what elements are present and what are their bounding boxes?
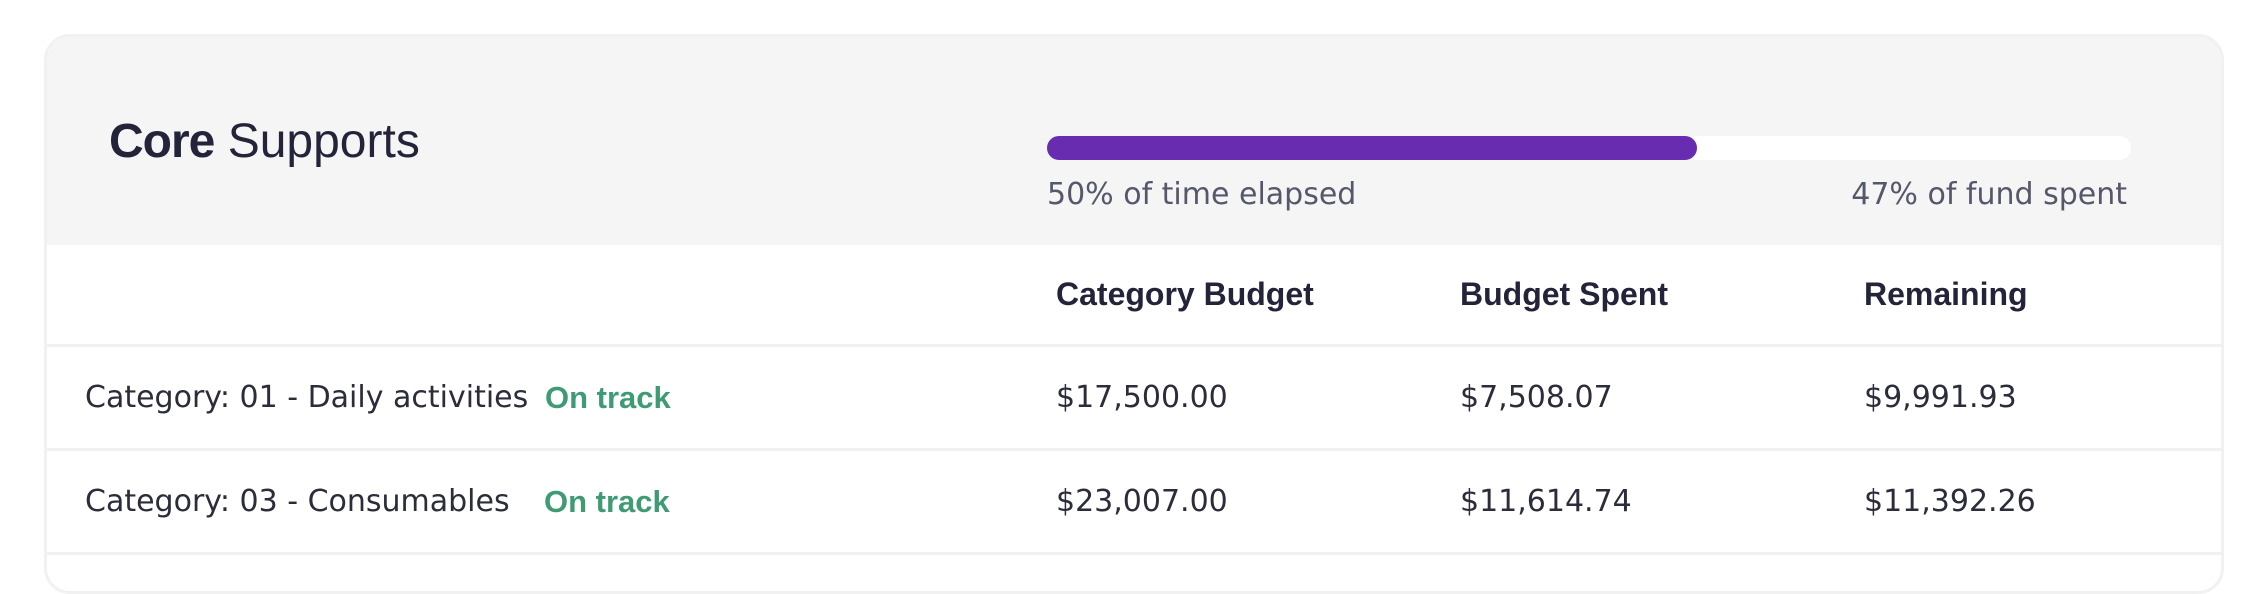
category-name: Category: 03 - Consumables xyxy=(85,484,510,519)
budget-spent-value: $7,508.07 xyxy=(1460,380,1613,415)
category-budget-value: $17,500.00 xyxy=(1056,380,1228,415)
core-supports-card: Core Supports 50% of time elapsed 47% of… xyxy=(44,34,2224,594)
budget-progress-fill xyxy=(1047,136,1698,160)
category-budget-value: $23,007.00 xyxy=(1056,484,1228,519)
card-title-bold: Core xyxy=(109,115,215,168)
budget-table: Category Budget Budget Spent Remaining C… xyxy=(47,245,2221,555)
column-header-remaining: Remaining xyxy=(1864,276,2028,312)
card-title: Core Supports xyxy=(109,112,420,172)
remaining-value: $11,392.26 xyxy=(1864,484,2036,519)
table-row[interactable]: Category: 01 - Daily activities On track… xyxy=(47,347,2221,451)
table-row[interactable]: Category: 03 - Consumables On track $23,… xyxy=(47,451,2221,555)
card-title-rest-text: Supports xyxy=(227,115,420,168)
status-badge: On track xyxy=(545,379,671,415)
fund-spent-label: 47% of fund spent xyxy=(1851,177,2127,212)
table-header-row: Category Budget Budget Spent Remaining xyxy=(47,245,2221,347)
column-header-budget-spent: Budget Spent xyxy=(1460,276,1668,312)
time-elapsed-label: 50% of time elapsed xyxy=(1047,177,1357,212)
card-header: Core Supports 50% of time elapsed 47% of… xyxy=(47,37,2221,245)
status-badge: On track xyxy=(544,483,670,519)
category-name: Category: 01 - Daily activities xyxy=(85,380,529,415)
budget-progress-bar xyxy=(1047,136,2131,160)
card-title-rest: Supports xyxy=(214,115,420,168)
remaining-value: $9,991.93 xyxy=(1864,380,2017,415)
column-header-category-budget: Category Budget xyxy=(1056,276,1314,312)
budget-spent-value: $11,614.74 xyxy=(1460,484,1632,519)
